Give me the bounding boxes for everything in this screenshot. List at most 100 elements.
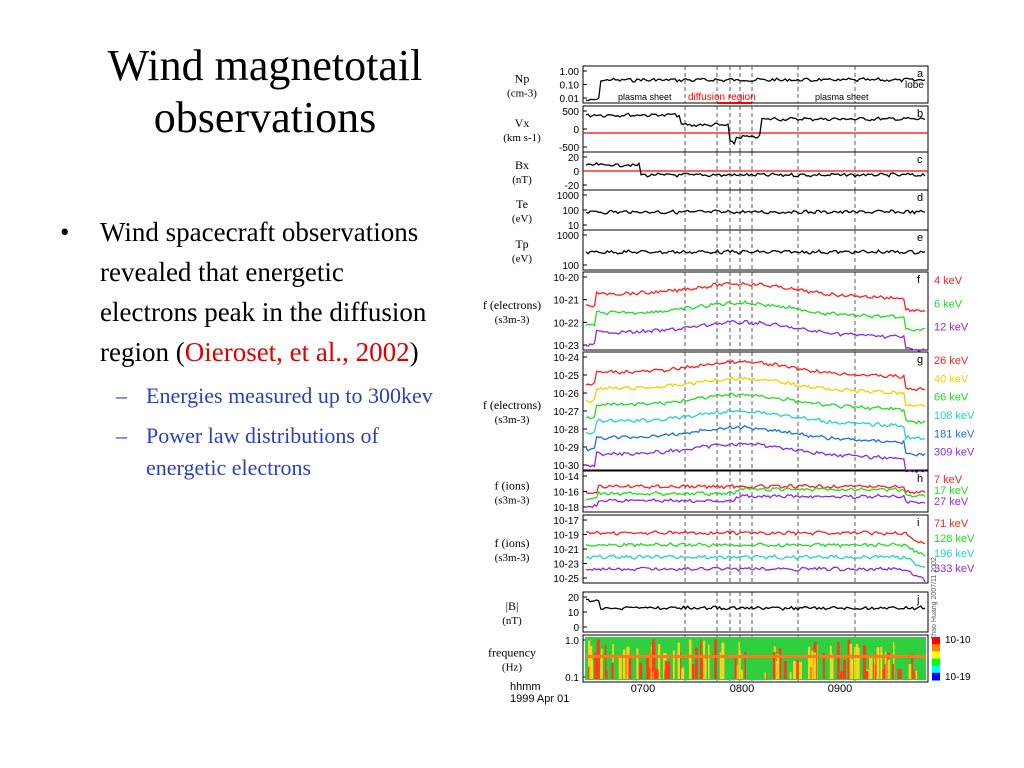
panel-frame xyxy=(582,591,929,633)
legend-entry: 12 keV xyxy=(934,322,969,334)
y-axis-unit: (eV) xyxy=(512,213,532,225)
tick-label: 20 xyxy=(568,593,580,604)
panel-frame xyxy=(582,514,929,584)
spectrogram-burst xyxy=(594,652,598,679)
panel-letter: h xyxy=(917,473,923,485)
tick-label: 100 xyxy=(562,261,579,272)
spectrogram-burst xyxy=(789,672,792,679)
y-axis-label: Np xyxy=(515,72,530,86)
tick-label: 0 xyxy=(573,125,579,136)
spectrogram-burst xyxy=(911,654,914,679)
legend-entry: 4 keV xyxy=(934,275,963,287)
tick-label: 1.0 xyxy=(565,636,579,647)
spectrogram-burst xyxy=(842,660,847,679)
series-line xyxy=(585,493,926,509)
spectrogram-burst xyxy=(657,644,661,679)
spectrogram-burst xyxy=(882,669,885,679)
series-line xyxy=(585,409,926,441)
tick-label: 1000 xyxy=(557,191,580,202)
tick-label: 10-17 xyxy=(553,516,579,527)
spectrogram-burst xyxy=(869,654,873,679)
panel-letter: e xyxy=(917,232,923,244)
lobe-label: lobe xyxy=(905,80,924,91)
tick-label: 10-21 xyxy=(553,545,579,556)
spectrogram-burst xyxy=(688,639,692,679)
legend-entry: 6 keV xyxy=(934,298,963,310)
series-line xyxy=(585,554,926,569)
colorbar-segment xyxy=(932,658,940,667)
spectrogram-burst xyxy=(874,664,878,679)
series-line xyxy=(585,112,926,146)
series-line xyxy=(585,530,926,545)
spectrogram-burst xyxy=(677,642,680,679)
sub-bullet-2: – Power law distributions of energetic e… xyxy=(116,420,440,484)
tick-label: 0.1 xyxy=(565,673,579,684)
spectrogram-burst xyxy=(854,647,856,679)
panel-letter: a xyxy=(917,68,924,80)
spectrogram-burst xyxy=(775,661,779,679)
y-axis-label: |B| xyxy=(506,599,519,613)
tick-label: 1000 xyxy=(557,231,580,242)
panel-g: g xyxy=(582,351,929,474)
spectrogram-burst xyxy=(656,669,659,679)
panel-k: k xyxy=(582,634,940,683)
spectrogram-burst xyxy=(707,644,710,679)
y-axis-label: Vx xyxy=(515,116,530,130)
spectrogram-burst xyxy=(721,642,725,679)
dash-icon: – xyxy=(116,423,127,448)
panel-h: h xyxy=(582,470,929,513)
y-axis-label: Te xyxy=(516,197,528,211)
series-line xyxy=(585,442,926,474)
series-line xyxy=(585,486,926,501)
spectrogram-burst xyxy=(588,666,590,679)
panel-frame xyxy=(582,470,929,513)
tick-label: 10-26 xyxy=(553,389,579,400)
spectrogram-burst xyxy=(897,668,900,679)
legend-entry: 309 keV xyxy=(934,447,975,459)
colorbar-min-label: 10-19 xyxy=(945,672,971,683)
spectrogram-burst xyxy=(622,649,626,679)
spectrogram-burst xyxy=(847,640,850,679)
series-line xyxy=(585,598,926,611)
tick-label: 10-24 xyxy=(553,353,579,364)
spectrogram-burst xyxy=(880,646,883,679)
spectrogram-burst xyxy=(865,671,869,679)
panel-d: d xyxy=(582,189,929,231)
x-tick-label: 0700 xyxy=(631,683,655,695)
y-axis-unit: (s3m-3) xyxy=(495,495,530,507)
panel-frame xyxy=(582,634,929,683)
series-line xyxy=(585,249,926,255)
spectrogram-burst xyxy=(740,669,743,679)
y-axis-label: frequency xyxy=(488,646,536,660)
spectrogram-burst xyxy=(798,661,802,679)
spectrogram-burst xyxy=(772,652,776,679)
series-line xyxy=(585,162,926,178)
spectrogram-burst xyxy=(855,643,859,679)
colorbar-segment xyxy=(932,651,940,659)
x-axis-label: hhmm xyxy=(510,681,541,693)
panel-a: a plasma sheet diffusion region plasma shee… xyxy=(582,65,929,104)
series-line xyxy=(585,542,926,557)
spectrogram-burst xyxy=(892,664,895,679)
spectrogram-burst xyxy=(589,645,593,679)
legend-entry: 71 keV xyxy=(934,518,969,530)
colorbar-segment xyxy=(932,672,940,681)
bullet-dot: • xyxy=(60,217,70,247)
legend-entry: 27 keV xyxy=(934,496,969,508)
panel-letter: i xyxy=(917,517,919,529)
spectrogram-burst xyxy=(813,652,816,679)
spectrogram-burst xyxy=(639,662,643,679)
spectrogram-burst xyxy=(700,658,704,679)
spectrogram-burst xyxy=(612,643,614,679)
series-line xyxy=(585,209,926,215)
legend-entry: 181 keV xyxy=(934,428,975,440)
legend-entry: 333 keV xyxy=(934,563,975,575)
spectrogram-burst xyxy=(831,654,834,679)
tick-label: 10-16 xyxy=(553,488,579,499)
spectrogram-burst xyxy=(648,667,652,679)
citation-link[interactable]: Oieroset, et al., 2002 xyxy=(184,337,410,367)
y-axis-unit: (cm-3) xyxy=(507,88,537,100)
spectrogram-burst xyxy=(908,664,912,679)
tick-label: 10-29 xyxy=(553,443,579,454)
spectrogram-burst xyxy=(764,672,767,679)
